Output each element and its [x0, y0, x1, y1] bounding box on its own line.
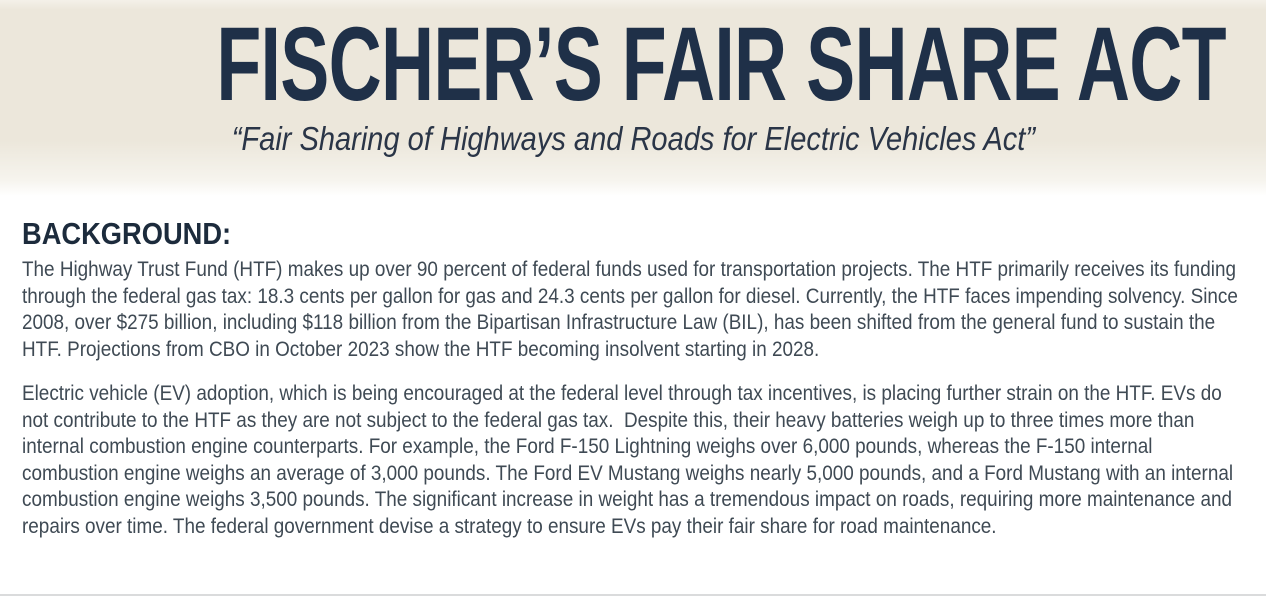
- page-title: FISCHER’S FAIR SHARE ACT: [216, 6, 1226, 123]
- background-section-text: The Highway Trust Fund (HTF) makes up ov…: [22, 257, 1244, 540]
- document-body: BACKGROUND: The Highway Trust Fund (HTF)…: [0, 196, 1266, 540]
- page-subtitle: “Fair Sharing of Highways and Roads for …: [231, 120, 1035, 157]
- background-paragraph-1: The Highway Trust Fund (HTF) makes up ov…: [22, 258, 1244, 361]
- background-section-heading: BACKGROUND:: [22, 216, 232, 251]
- header-banner: FISCHER’S FAIR SHARE ACT “Fair Sharing o…: [0, 0, 1266, 196]
- background-paragraph-2: Electric vehicle (EV) adoption, which is…: [22, 382, 1239, 538]
